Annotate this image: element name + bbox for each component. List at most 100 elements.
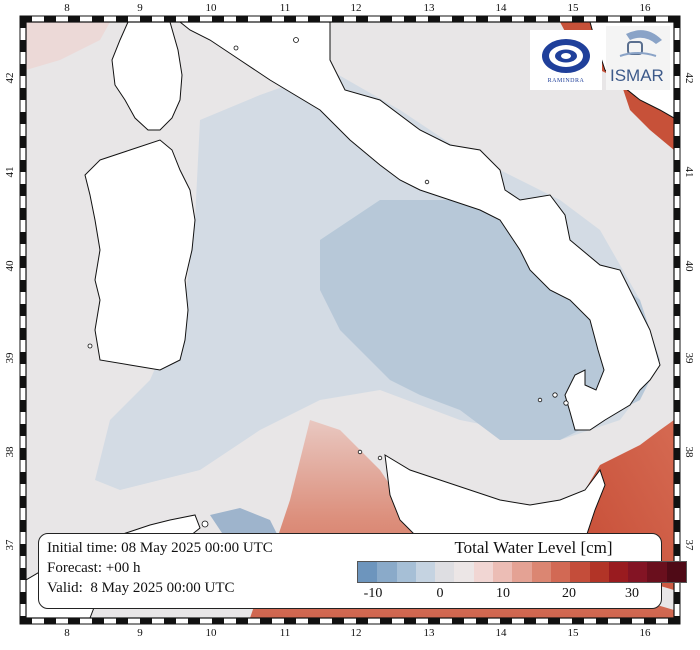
frame-segment: [548, 618, 560, 624]
frame-segment: [68, 618, 80, 624]
frame-segment: [20, 400, 26, 412]
colorbar-tick-label: 20: [562, 586, 576, 601]
frame-segment: [524, 618, 536, 624]
colorbar-cell: [512, 562, 532, 582]
frame-segment: [20, 424, 26, 436]
frame-segment: [20, 112, 26, 124]
lon-label: 11: [279, 627, 291, 639]
colorbar-cell: [473, 562, 494, 582]
italy-landmass: [179, 22, 661, 431]
frame-segment: [596, 16, 608, 22]
frame-segment: [674, 352, 680, 364]
lon-label: 16: [639, 627, 651, 639]
colorbar-cell: [666, 562, 687, 582]
legend-title: Total Water Level [cm]: [454, 538, 613, 557]
frame-segment: [20, 520, 26, 532]
frame-segment: [644, 16, 656, 22]
lon-label: 13: [423, 627, 435, 639]
frame-segment: [674, 496, 680, 508]
frame-segment: [674, 592, 680, 604]
lon-label: 10: [205, 627, 217, 639]
lat-label: 39: [683, 352, 695, 364]
frame-segment: [260, 16, 272, 22]
frame-segment: [476, 16, 488, 22]
frame-segment: [380, 618, 392, 624]
frame-segment: [188, 618, 200, 624]
initial-time-text: Initial time: 08 May 2025 00:00 UTC: [47, 540, 273, 556]
frame-segment: [188, 16, 200, 22]
frame-segment: [20, 304, 26, 316]
corsica: [111, 22, 183, 131]
outer-frame: [19, 15, 681, 625]
frame-segment: [20, 592, 26, 604]
frame-segment: [236, 618, 248, 624]
frame-segment: [92, 618, 104, 624]
lat-label: 42: [683, 72, 695, 84]
frame-segment: [356, 618, 368, 624]
frame-segment: [674, 160, 680, 172]
frame-segment: [620, 618, 632, 624]
colorbar-tick-label: 10: [496, 586, 510, 601]
colorbar-cell: [396, 562, 416, 582]
frame-segment: [500, 16, 512, 22]
frame-segment: [20, 256, 26, 268]
frame-segment: [20, 280, 26, 292]
colorbar-cell: [454, 562, 474, 582]
frame-segment: [20, 136, 26, 148]
ramindra-logo: RAMINDRA: [530, 30, 602, 90]
frame-segment: [548, 16, 560, 22]
island: [357, 449, 363, 455]
frame-segment: [380, 16, 392, 22]
colorbar-cell: [435, 562, 455, 582]
lat-label: 42: [4, 72, 16, 84]
frame-segment: [572, 16, 584, 22]
frame-segment: [674, 520, 680, 532]
frame-segment: [92, 16, 104, 22]
frame-segment: [674, 400, 680, 412]
colorbar-cell: [531, 562, 551, 582]
frame-segment: [20, 88, 26, 100]
frame-segment: [236, 16, 248, 22]
lon-label: 16: [639, 2, 651, 14]
frame-segment: [20, 328, 26, 340]
colorbar-cell: [608, 562, 629, 582]
frame-segment: [140, 16, 152, 22]
frame-segment: [674, 136, 680, 148]
colorbar-cell: [570, 562, 590, 582]
frame-segment: [164, 16, 176, 22]
island: [293, 37, 299, 43]
frame-segment: [20, 472, 26, 484]
ismar-logo-text: ISMAR: [610, 66, 664, 85]
lat-label: 37: [4, 539, 16, 551]
ramindra-logo-text: RAMINDRA: [547, 78, 585, 84]
colorbar-tick-label: 30: [625, 586, 639, 601]
colorbar-cell: [589, 562, 609, 582]
lon-label: 9: [137, 627, 143, 639]
island: [552, 392, 558, 398]
frame-checker: [20, 16, 680, 624]
lon-label: 12: [350, 627, 362, 639]
lat-label: 38: [4, 446, 16, 458]
colorbar: [357, 561, 687, 583]
ramindra-logo-icon: [542, 39, 590, 73]
lon-label: 12: [350, 2, 362, 14]
colorbar-cell: [415, 562, 436, 582]
colorbar-cell: [493, 562, 513, 582]
lat-label: 41: [683, 166, 695, 178]
colorbar-tick-label: 0: [436, 586, 444, 601]
frame-segment: [674, 232, 680, 244]
lon-label: 13: [423, 2, 435, 14]
island: [537, 397, 543, 403]
frame-segment: [596, 618, 608, 624]
frame-segment: [308, 618, 320, 624]
frame-segment: [674, 448, 680, 460]
lon-label: 10: [205, 2, 217, 14]
colorbar-cell: [647, 562, 667, 582]
frame-segment: [524, 16, 536, 22]
frame-segment: [674, 304, 680, 316]
frame-segment: [20, 616, 26, 624]
lat-label: 39: [4, 352, 16, 364]
plot-border: [25, 21, 675, 619]
frame-segment: [140, 618, 152, 624]
island: [87, 343, 93, 349]
